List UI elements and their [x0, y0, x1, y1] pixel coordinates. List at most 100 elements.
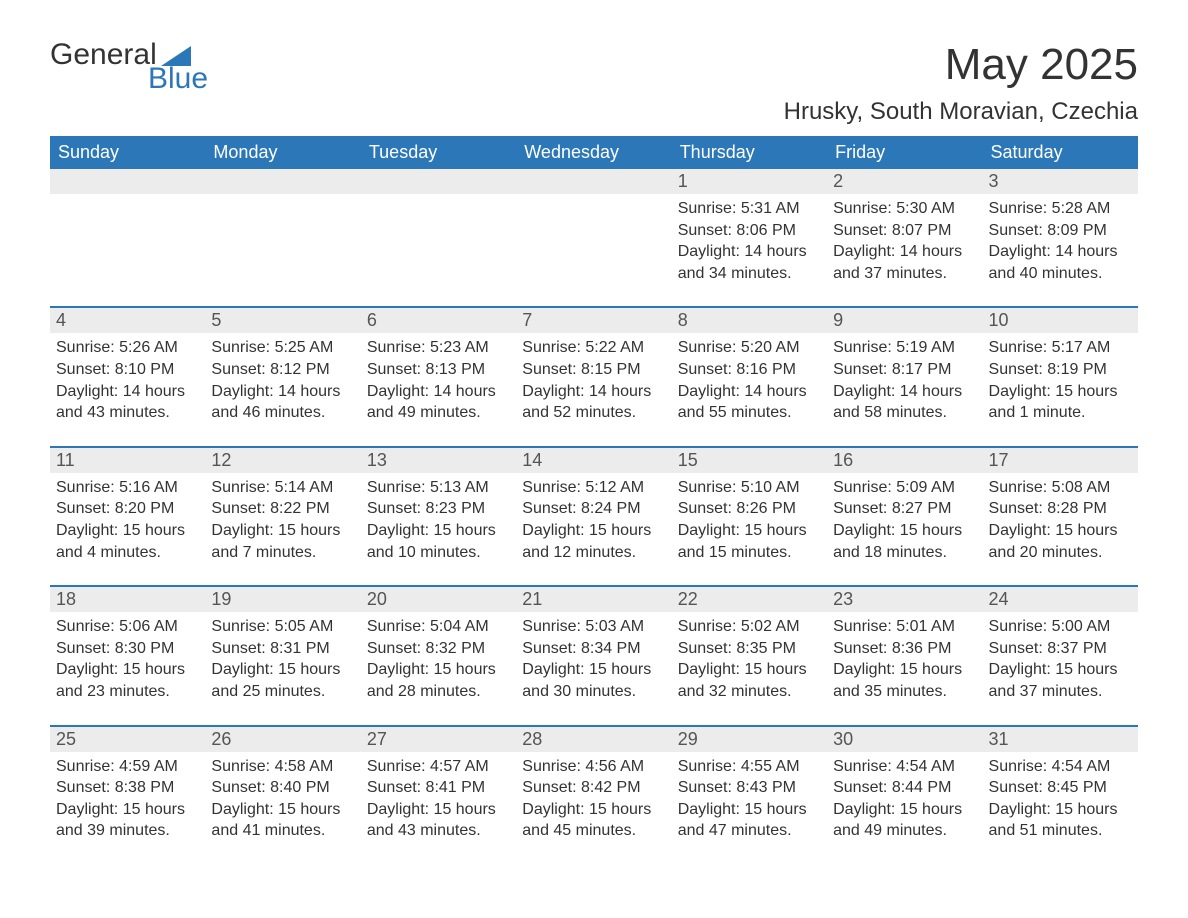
daylight-line: Daylight: 15 hours and 32 minutes.	[678, 659, 821, 702]
daylight-line: Daylight: 15 hours and 41 minutes.	[211, 799, 354, 842]
calendar-day-cell: 3Sunrise: 5:28 AMSunset: 8:09 PMDaylight…	[983, 169, 1138, 306]
sunset-line: Sunset: 8:26 PM	[678, 498, 821, 520]
day-number: 28	[516, 725, 671, 752]
sunrise-line: Sunrise: 5:28 AM	[989, 198, 1132, 220]
sunset-line: Sunset: 8:34 PM	[522, 638, 665, 660]
day-number: 17	[983, 446, 1138, 473]
calendar-day-cell: 2 Sunrise: 5:30 AMSunset: 8:07 PMDaylight…	[827, 169, 982, 306]
calendar-day-cell: 29Sunrise: 4:55 AMSunset: 8:43 PMDayligh…	[672, 725, 827, 864]
sunset-line: Sunset: 8:16 PM	[678, 359, 821, 381]
day-number: 27	[361, 725, 516, 752]
sunrise-line: Sunrise: 5:22 AM	[522, 337, 665, 359]
day-number: 22	[672, 585, 827, 612]
daylight-line: Daylight: 15 hours and 1 minute.	[989, 381, 1132, 424]
location-label: Hrusky, South Moravian, Czechia	[784, 98, 1138, 126]
day-details: Sunrise: 5:05 AMSunset: 8:31 PMDaylight:…	[205, 616, 360, 702]
sunset-line: Sunset: 8:40 PM	[211, 777, 354, 799]
day-number: 30	[827, 725, 982, 752]
calendar-day-cell: 27 Sunrise: 4:57 AMSunset: 8:41 PMDayligh…	[361, 725, 516, 864]
calendar-day-cell: 28 Sunrise: 4:56 AMSunset: 8:42 PMDayligh…	[516, 725, 671, 864]
daylight-line: Daylight: 15 hours and 28 minutes.	[367, 659, 510, 702]
sunrise-line: Sunrise: 5:10 AM	[678, 477, 821, 499]
calendar-day-cell: 14Sunrise: 5:12 AMSunset: 8:24 PMDayligh…	[516, 446, 671, 585]
brand-word1: General	[50, 40, 157, 70]
sunset-line: Sunset: 8:27 PM	[833, 498, 976, 520]
sunset-line: Sunset: 8:22 PM	[211, 498, 354, 520]
day-number: 12	[205, 446, 360, 473]
sunset-line: Sunset: 8:38 PM	[56, 777, 199, 799]
sunrise-line: Sunrise: 4:56 AM	[522, 756, 665, 778]
calendar-day-cell: 24Sunrise: 5:00 AMSunset: 8:37 PMDayligh…	[983, 585, 1138, 724]
day-details: Sunrise: 5:06 AMSunset: 8:30 PMDaylight:…	[50, 616, 205, 702]
day-number: 16	[827, 446, 982, 473]
daylight-line: Daylight: 14 hours and 37 minutes.	[833, 241, 976, 284]
daylight-line: Daylight: 15 hours and 23 minutes.	[56, 659, 199, 702]
weekday-header: Thursday	[672, 136, 827, 169]
day-details: Sunrise: 5:20 AMSunset: 8:16 PMDaylight:…	[672, 337, 827, 423]
sunset-line: Sunset: 8:09 PM	[989, 220, 1132, 242]
daylight-line: Daylight: 15 hours and 43 minutes.	[367, 799, 510, 842]
sunrise-line: Sunrise: 5:09 AM	[833, 477, 976, 499]
calendar-day-cell	[361, 169, 516, 306]
sunset-line: Sunset: 8:20 PM	[56, 498, 199, 520]
calendar-day-cell: 15Sunrise: 5:10 AMSunset: 8:26 PMDayligh…	[672, 446, 827, 585]
sunset-line: Sunset: 8:13 PM	[367, 359, 510, 381]
day-number: 19	[205, 585, 360, 612]
daylight-line: Daylight: 15 hours and 25 minutes.	[211, 659, 354, 702]
brand-logo: General Blue	[50, 40, 208, 94]
calendar-day-cell: 6Sunrise: 5:23 AMSunset: 8:13 PMDaylight…	[361, 306, 516, 445]
sunset-line: Sunset: 8:45 PM	[989, 777, 1132, 799]
weekday-header: Saturday	[983, 136, 1138, 169]
calendar-day-cell: 30Sunrise: 4:54 AMSunset: 8:44 PMDayligh…	[827, 725, 982, 864]
daylight-line: Daylight: 15 hours and 7 minutes.	[211, 520, 354, 563]
sunrise-line: Sunrise: 5:02 AM	[678, 616, 821, 638]
calendar-day-cell: 1Sunrise: 5:31 AMSunset: 8:06 PMDaylight…	[672, 169, 827, 306]
calendar-day-cell: 7Sunrise: 5:22 AMSunset: 8:15 PMDaylight…	[516, 306, 671, 445]
sunset-line: Sunset: 8:35 PM	[678, 638, 821, 660]
sunset-line: Sunset: 8:36 PM	[833, 638, 976, 660]
calendar-day-cell: 11Sunrise: 5:16 AMSunset: 8:20 PMDayligh…	[50, 446, 205, 585]
day-number: 2	[827, 169, 982, 194]
day-details: Sunrise: 5:04 AMSunset: 8:32 PMDaylight:…	[361, 616, 516, 702]
calendar-day-cell: 17Sunrise: 5:08 AMSunset: 8:28 PMDayligh…	[983, 446, 1138, 585]
day-number	[361, 169, 516, 194]
sunrise-line: Sunrise: 4:55 AM	[678, 756, 821, 778]
sunrise-line: Sunrise: 4:54 AM	[833, 756, 976, 778]
calendar-day-cell: 21Sunrise: 5:03 AMSunset: 8:34 PMDayligh…	[516, 585, 671, 724]
weekday-header: Sunday	[50, 136, 205, 169]
daylight-line: Daylight: 14 hours and 58 minutes.	[833, 381, 976, 424]
day-details: Sunrise: 4:59 AMSunset: 8:38 PMDaylight:…	[50, 756, 205, 842]
sunrise-line: Sunrise: 5:20 AM	[678, 337, 821, 359]
daylight-line: Daylight: 15 hours and 12 minutes.	[522, 520, 665, 563]
calendar-day-cell	[50, 169, 205, 306]
sunrise-line: Sunrise: 5:30 AM	[833, 198, 976, 220]
day-details: Sunrise: 5:03 AMSunset: 8:34 PMDaylight:…	[516, 616, 671, 702]
weekday-header: Friday	[827, 136, 982, 169]
day-number: 11	[50, 446, 205, 473]
calendar-day-cell: 18 Sunrise: 5:06 AMSunset: 8:30 PMDayligh…	[50, 585, 205, 724]
calendar-day-cell: 10Sunrise: 5:17 AMSunset: 8:19 PMDayligh…	[983, 306, 1138, 445]
daylight-line: Daylight: 15 hours and 49 minutes.	[833, 799, 976, 842]
sunset-line: Sunset: 8:07 PM	[833, 220, 976, 242]
day-details: Sunrise: 5:02 AMSunset: 8:35 PMDaylight:…	[672, 616, 827, 702]
sunset-line: Sunset: 8:30 PM	[56, 638, 199, 660]
sunset-line: Sunset: 8:12 PM	[211, 359, 354, 381]
day-details: Sunrise: 5:10 AMSunset: 8:26 PMDaylight:…	[672, 477, 827, 563]
daylight-line: Daylight: 15 hours and 18 minutes.	[833, 520, 976, 563]
day-details: Sunrise: 4:57 AMSunset: 8:41 PMDaylight:…	[361, 756, 516, 842]
calendar-day-cell: 5Sunrise: 5:25 AMSunset: 8:12 PMDaylight…	[205, 306, 360, 445]
daylight-line: Daylight: 15 hours and 51 minutes.	[989, 799, 1132, 842]
day-number: 18	[50, 585, 205, 612]
day-details: Sunrise: 5:17 AMSunset: 8:19 PMDaylight:…	[983, 337, 1138, 423]
sunrise-line: Sunrise: 4:54 AM	[989, 756, 1132, 778]
calendar-day-cell	[205, 169, 360, 306]
daylight-line: Daylight: 14 hours and 55 minutes.	[678, 381, 821, 424]
calendar-day-cell: 25Sunrise: 4:59 AMSunset: 8:38 PMDayligh…	[50, 725, 205, 864]
day-number	[205, 169, 360, 194]
day-details: Sunrise: 4:56 AMSunset: 8:42 PMDaylight:…	[516, 756, 671, 842]
calendar-body: 1Sunrise: 5:31 AMSunset: 8:06 PMDaylight…	[50, 169, 1138, 864]
daylight-line: Daylight: 15 hours and 15 minutes.	[678, 520, 821, 563]
day-number: 31	[983, 725, 1138, 752]
day-number: 9	[827, 306, 982, 333]
calendar-week-row: 11Sunrise: 5:16 AMSunset: 8:20 PMDayligh…	[50, 446, 1138, 585]
